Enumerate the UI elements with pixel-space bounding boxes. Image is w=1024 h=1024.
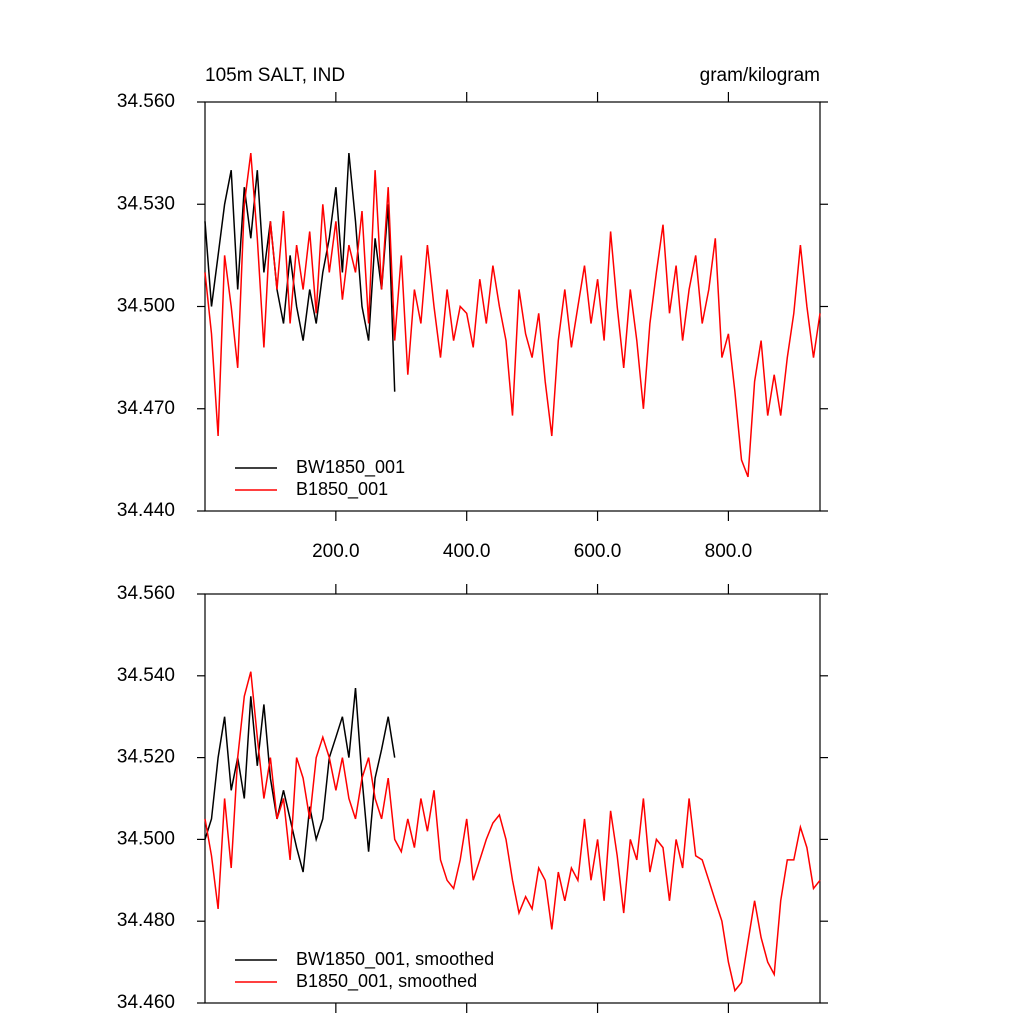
x-tick-label: 200.0 bbox=[312, 541, 360, 562]
data-line bbox=[204, 153, 396, 392]
legend-label: BW1850_001 bbox=[296, 457, 405, 478]
data-line bbox=[204, 153, 821, 478]
y-tick-label: 34.520 bbox=[117, 747, 175, 768]
y-tick-label: 34.560 bbox=[117, 91, 175, 112]
y-tick-label: 34.500 bbox=[117, 828, 175, 849]
x-tick-label: 800.0 bbox=[705, 541, 753, 562]
data-line bbox=[204, 671, 821, 993]
y-tick-label: 34.540 bbox=[117, 665, 175, 686]
plot-frame bbox=[204, 593, 821, 1004]
y-tick-label: 34.440 bbox=[117, 500, 175, 521]
legend-label: BW1850_001, smoothed bbox=[296, 949, 494, 970]
y-tick-label: 34.480 bbox=[117, 910, 175, 931]
y-tick-label: 34.530 bbox=[117, 193, 175, 214]
y-tick-label: 34.470 bbox=[117, 398, 175, 419]
y-tick-label: 34.460 bbox=[117, 992, 175, 1013]
chart-title: 105m SALT, IND bbox=[205, 65, 345, 86]
data-line bbox=[204, 688, 396, 873]
y-tick-label: 34.560 bbox=[117, 583, 175, 604]
legend-label: B1850_001, smoothed bbox=[296, 971, 477, 992]
x-tick-label: 400.0 bbox=[443, 541, 491, 562]
y-tick-label: 34.500 bbox=[117, 296, 175, 317]
units-label: gram/kilogram bbox=[700, 65, 820, 86]
legend-label: B1850_001 bbox=[296, 479, 388, 500]
x-tick-label: 600.0 bbox=[574, 541, 622, 562]
